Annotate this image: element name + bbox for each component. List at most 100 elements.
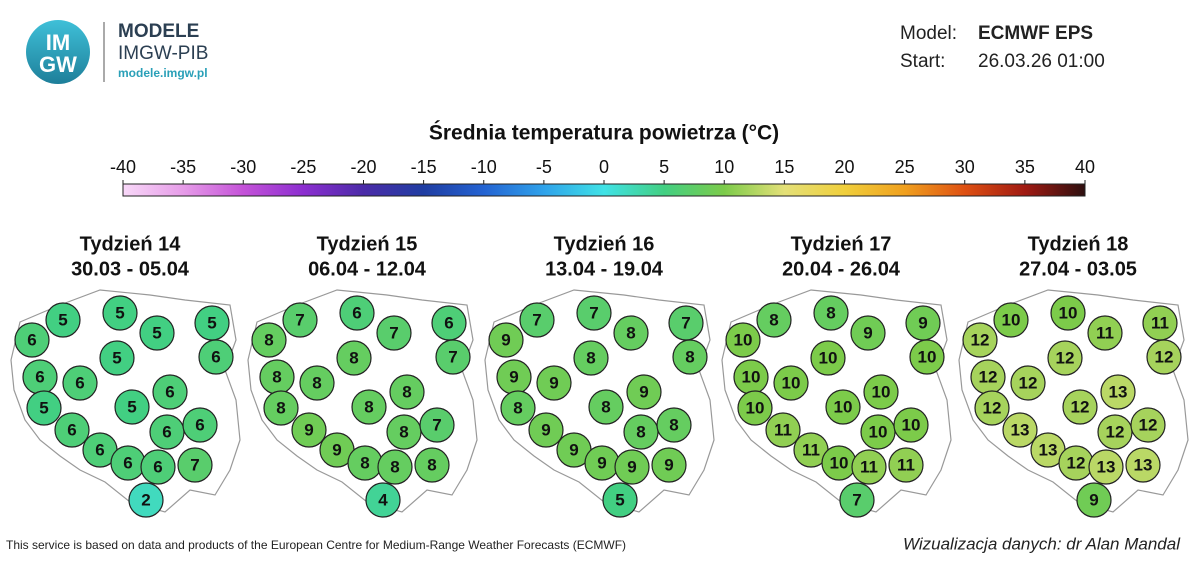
temp-label: 10 (834, 397, 853, 416)
temp-label: 8 (826, 303, 835, 322)
map-dates: 27.04 - 03.05 (1019, 258, 1137, 280)
temp-marker (251, 322, 287, 358)
temp-marker (602, 482, 638, 518)
temp-marker (672, 339, 708, 375)
temp-label: 10 (869, 422, 888, 441)
temp-marker (54, 412, 90, 448)
temp-marker (756, 302, 792, 338)
temp-label: 9 (863, 323, 872, 342)
temp-label: 12 (983, 398, 1002, 417)
temp-marker (1125, 447, 1161, 483)
temp-marker (810, 340, 846, 376)
temp-marker (851, 449, 887, 485)
colorbar-tick-label: 10 (714, 157, 734, 177)
temp-label: 7 (389, 323, 398, 342)
temp-marker (626, 374, 662, 410)
temp-label: 8 (276, 398, 285, 417)
temp-label: 10 (819, 348, 838, 367)
temp-label: 8 (390, 457, 399, 476)
temp-marker (613, 315, 649, 351)
temp-label: 6 (75, 373, 84, 392)
temp-marker (291, 412, 327, 448)
temp-marker (1010, 365, 1046, 401)
colorbar-tick-label: 0 (599, 157, 609, 177)
temp-label: 7 (190, 455, 199, 474)
temp-marker (962, 322, 998, 358)
colorbar-tick-label: 20 (834, 157, 854, 177)
temp-label: 5 (112, 348, 121, 367)
temp-marker (177, 447, 213, 483)
temp-label: 11 (860, 457, 878, 476)
temp-label: 8 (669, 415, 678, 434)
temp-marker (62, 365, 98, 401)
colorbar-tick-label: -20 (350, 157, 376, 177)
temp-marker (339, 295, 375, 331)
temp-marker (1050, 295, 1086, 331)
logo-text: GW (39, 52, 77, 77)
org: IMGW-PIB (118, 43, 208, 64)
temp-label: 11 (897, 455, 915, 474)
temp-label: 13 (1097, 457, 1116, 476)
temp-marker (376, 315, 412, 351)
temp-marker (182, 407, 218, 443)
temp-label: 7 (852, 490, 861, 509)
colorbar-tick-label: 25 (895, 157, 915, 177)
temp-label: 12 (1056, 348, 1075, 367)
temp-label: 6 (162, 422, 171, 441)
temp-label: 11 (802, 440, 820, 459)
start-label: Start: (900, 51, 945, 72)
temp-label: 8 (601, 397, 610, 416)
colorbar-tick-label: 15 (774, 157, 794, 177)
temp-marker (435, 339, 471, 375)
colorbar-tick-label: -15 (411, 157, 437, 177)
temp-marker (1130, 407, 1166, 443)
temp-label: 12 (979, 367, 998, 386)
temp-marker (993, 302, 1029, 338)
temp-marker (813, 295, 849, 331)
temp-label: 13 (1039, 440, 1058, 459)
map-dates: 20.04 - 26.04 (782, 258, 901, 280)
temp-marker (1087, 315, 1123, 351)
temp-label: 5 (127, 397, 136, 416)
temp-marker (1047, 340, 1083, 376)
temp-label: 6 (67, 420, 76, 439)
temp-label: 10 (1059, 303, 1078, 322)
temp-label: 9 (569, 440, 578, 459)
temp-marker (26, 390, 62, 426)
temp-marker (14, 322, 50, 358)
temp-marker (299, 365, 335, 401)
temp-marker (414, 447, 450, 483)
temp-marker (573, 340, 609, 376)
temp-marker (198, 339, 234, 375)
temp-label: 8 (399, 422, 408, 441)
temp-marker (102, 295, 138, 331)
temp-label: 8 (769, 310, 778, 329)
temp-marker (1062, 389, 1098, 425)
temp-label: 8 (364, 397, 373, 416)
temp-marker (1146, 339, 1182, 375)
temp-label: 7 (448, 347, 457, 366)
map-title: Tydzień 16 (554, 233, 655, 255)
map-title: Tydzień 14 (80, 233, 182, 255)
temp-label: 6 (165, 382, 174, 401)
temp-marker (336, 340, 372, 376)
temp-label: 11 (1096, 323, 1114, 342)
temp-label: 13 (1134, 455, 1153, 474)
temp-label: 8 (264, 330, 273, 349)
temp-label: 5 (152, 323, 161, 342)
colorbar-tick-label: 5 (659, 157, 669, 177)
temp-label: 4 (378, 490, 388, 509)
temp-marker (614, 449, 650, 485)
model-label: Model: (900, 23, 957, 44)
temp-label: 12 (1106, 422, 1125, 441)
temp-label: 9 (304, 420, 313, 439)
colorbar-tick-label: -10 (471, 157, 497, 177)
map-title: Tydzień 15 (317, 233, 418, 255)
temp-label: 8 (427, 455, 436, 474)
temp-label: 12 (1139, 415, 1158, 434)
temp-marker (263, 390, 299, 426)
temp-marker (825, 389, 861, 425)
temp-label: 13 (1109, 382, 1128, 401)
temp-label: 9 (501, 330, 510, 349)
temp-label: 8 (626, 323, 635, 342)
